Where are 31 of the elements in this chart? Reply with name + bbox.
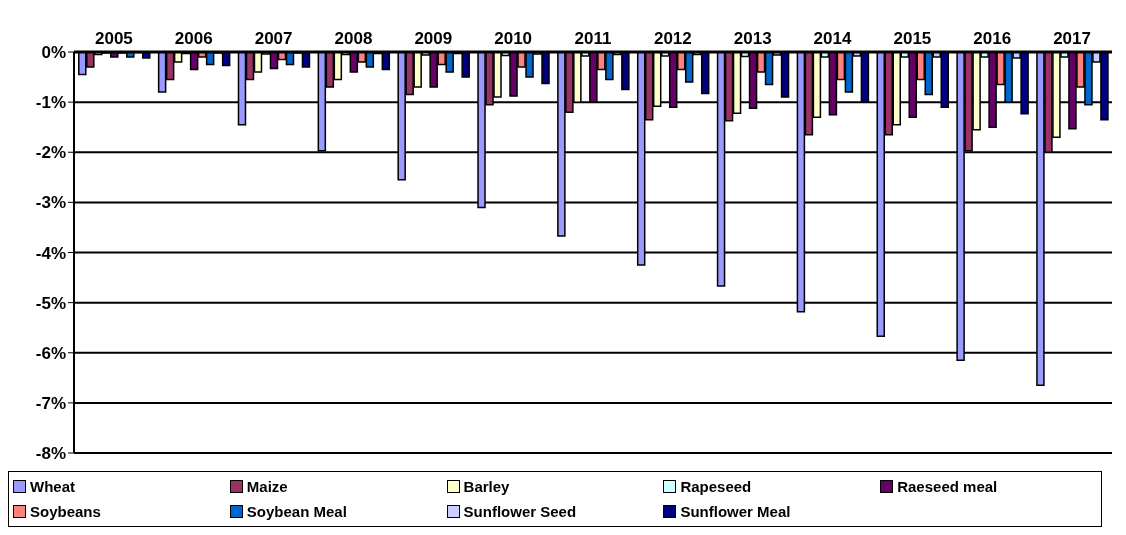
x-tick-label: 2013 [733, 29, 772, 48]
legend-label: Rapeseed [680, 478, 752, 495]
x-tick-label: 2012 [653, 29, 692, 48]
legend-label: Barley [463, 478, 510, 495]
x-tick-label: 2009 [414, 29, 453, 48]
x-tick-label: 2005 [95, 29, 133, 48]
legend-label: Sunflower Meal [680, 503, 791, 520]
x-tick-label: 2017 [1053, 29, 1091, 48]
y-tick-label: -8% [35, 444, 66, 464]
y-tick-label: -2% [35, 143, 66, 163]
x-tick-label: 2006 [174, 29, 213, 48]
legend-label: Wheat [30, 478, 75, 495]
legend-label: Soybean Meal [246, 503, 347, 520]
x-tick-label: 2008 [334, 29, 373, 48]
legend-label: Raeseed meal [897, 478, 998, 495]
x-tick-label: 2011 [574, 29, 612, 48]
y-tick-label: -1% [35, 93, 66, 113]
x-tick-label: 2014 [813, 29, 852, 48]
x-tick-label: 2007 [254, 29, 293, 48]
legend-label: Soybeans [30, 503, 101, 520]
x-tick-label: 2015 [893, 29, 932, 48]
x-tick-label: 2016 [973, 29, 1012, 48]
y-tick-label: -3% [35, 193, 66, 213]
y-tick-label: -5% [35, 293, 66, 313]
y-tick-label: -6% [35, 343, 66, 363]
legend-label: Sunflower Seed [463, 503, 577, 520]
y-tick-label: -7% [35, 393, 66, 413]
y-tick-label: -4% [35, 243, 66, 263]
y-tick-label: 0% [41, 43, 66, 63]
x-tick-label: 2010 [494, 29, 533, 48]
legend-label: Maize [246, 478, 288, 495]
